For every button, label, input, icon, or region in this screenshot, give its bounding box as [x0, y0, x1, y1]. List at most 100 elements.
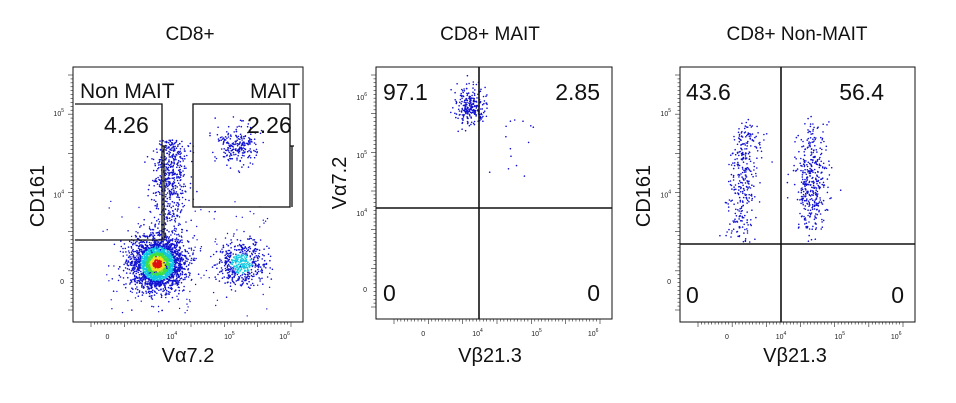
event-dot: [177, 208, 179, 210]
event-dot: [150, 266, 152, 269]
event-dot: [117, 279, 120, 282]
event-dot: [113, 265, 115, 267]
event-dot: [179, 263, 182, 266]
event-dot: [236, 144, 239, 147]
event-dot: [457, 130, 460, 133]
event-dot: [250, 274, 253, 277]
event-dot: [731, 230, 733, 232]
event-dots: [450, 74, 535, 177]
event-dot: [816, 208, 818, 211]
event-dot: [246, 142, 249, 145]
event-dot: [743, 169, 745, 172]
event-dot: [222, 246, 225, 249]
event-dot: [745, 171, 747, 173]
event-dot: [108, 280, 110, 282]
event-dot: [271, 268, 274, 271]
quadrant-bottom-right-value: 0: [587, 280, 600, 306]
event-dot: [158, 185, 161, 188]
event-dot: [144, 282, 147, 285]
event-dot: [149, 229, 152, 231]
event-dot: [168, 300, 170, 303]
event-dot: [265, 262, 268, 265]
event-dot: [224, 152, 227, 154]
event-dot: [139, 235, 141, 237]
event-dot: [136, 288, 139, 291]
event-dot: [161, 280, 164, 283]
event-dot: [253, 213, 255, 215]
event-dot: [188, 299, 191, 301]
event-dot: [230, 247, 232, 249]
event-dot: [102, 230, 104, 232]
event-dot: [745, 121, 748, 124]
event-dot: [239, 269, 242, 272]
event-dot: [259, 278, 262, 280]
event-dot: [214, 117, 216, 119]
event-dot: [135, 288, 137, 290]
event-dot: [148, 273, 150, 276]
event-dot: [178, 253, 180, 256]
event-dot: [157, 260, 159, 263]
event-dot: [225, 250, 227, 252]
event-dot: [244, 279, 246, 282]
event-dot: [185, 276, 188, 278]
event-dot: [144, 247, 147, 249]
event-dot: [170, 257, 172, 260]
event-dot: [142, 292, 145, 294]
event-dot: [179, 278, 182, 280]
event-dot: [125, 272, 128, 274]
event-dot: [236, 239, 239, 241]
event-dot: [180, 174, 182, 176]
event-dot: [744, 155, 747, 157]
event-dot: [169, 284, 171, 287]
event-dot: [488, 171, 491, 173]
event-dot: [262, 219, 264, 221]
event-dot: [473, 97, 476, 100]
event-dot: [151, 286, 153, 289]
event-dot: [160, 296, 163, 299]
event-dot: [157, 218, 160, 221]
event-dot: [168, 278, 171, 281]
event-dot: [729, 223, 731, 225]
event-dot: [239, 275, 242, 277]
event-dot: [155, 256, 157, 258]
event-dot: [733, 203, 735, 205]
event-dot: [221, 277, 224, 280]
event-dot: [142, 270, 145, 272]
event-dot: [179, 155, 182, 158]
event-dot: [189, 187, 192, 189]
event-dot: [152, 169, 155, 172]
event-dot: [732, 179, 735, 181]
event-dot: [153, 271, 156, 274]
event-dot: [262, 293, 264, 296]
event-dot: [172, 173, 175, 176]
plot-frame: [679, 66, 916, 323]
event-dot: [159, 193, 161, 195]
event-dot: [178, 257, 181, 259]
event-dot: [457, 108, 460, 111]
event-dot: [244, 278, 247, 280]
event-dot: [143, 260, 145, 262]
event-dot: [180, 185, 183, 188]
event-dot: [174, 172, 176, 175]
event-dot: [249, 259, 252, 261]
event-dot: [182, 268, 185, 270]
event-dot: [222, 244, 225, 247]
tick-exponent: 4: [480, 328, 483, 334]
event-dot: [733, 164, 736, 167]
event-dot: [141, 246, 143, 249]
event-dot: [136, 286, 138, 288]
event-dot: [229, 252, 232, 254]
event-dot: [177, 164, 179, 167]
event-dot: [209, 132, 211, 134]
event-dot: [463, 90, 466, 92]
event-dot: [818, 166, 821, 169]
quadrant-top-right-value: 2.85: [555, 79, 600, 105]
event-dot: [179, 160, 182, 163]
event-dot: [472, 81, 475, 83]
event-dot: [147, 254, 149, 256]
event-dot: [192, 259, 195, 261]
event-dot: [165, 157, 167, 160]
event-dot: [224, 267, 227, 270]
event-dot: [180, 266, 183, 268]
event-dot: [136, 249, 138, 252]
